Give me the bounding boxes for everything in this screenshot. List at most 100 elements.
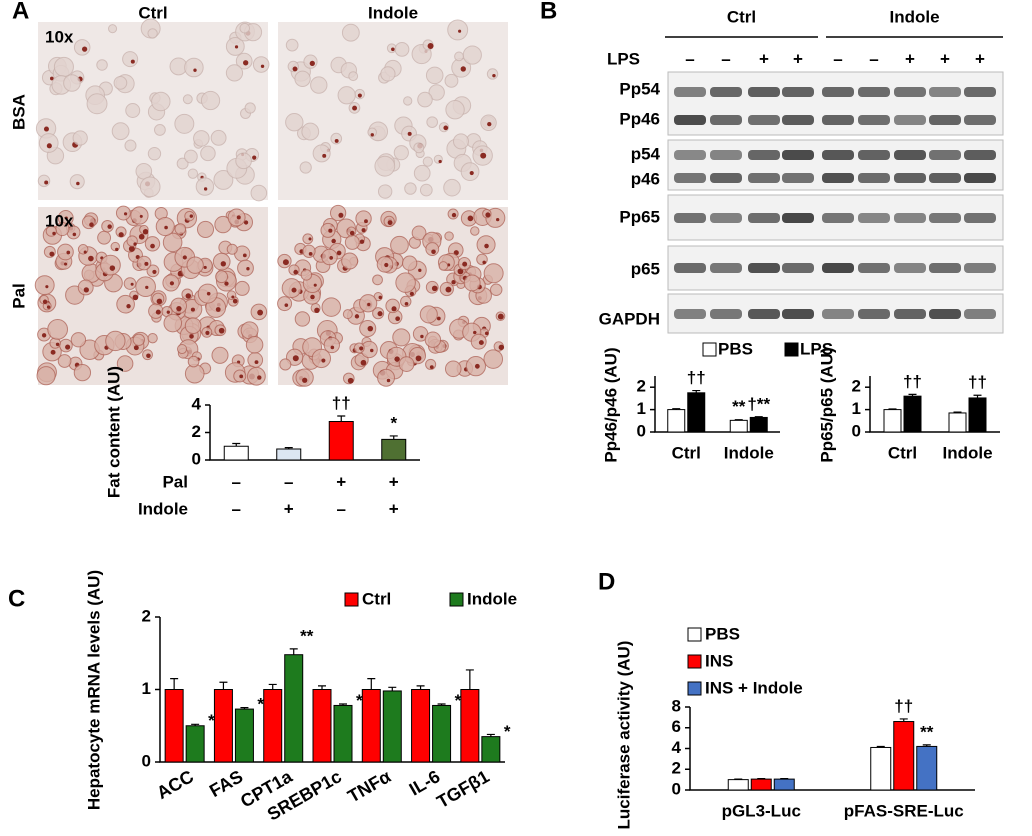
droplet [146, 353, 151, 358]
droplet [458, 29, 462, 33]
significance: †† [687, 368, 706, 387]
cell [285, 113, 304, 132]
droplet [203, 187, 208, 191]
droplet [246, 267, 250, 271]
cell [403, 96, 413, 106]
blot-band [929, 309, 961, 319]
error-bar [734, 778, 743, 780]
cell [400, 295, 412, 308]
y-axis-label: Pp65/p65 (AU) [817, 347, 836, 462]
bar [893, 721, 915, 791]
droplet [329, 256, 334, 260]
blot-band [782, 150, 814, 160]
significance: †† [894, 696, 913, 715]
droplet [254, 360, 259, 365]
droplet [45, 285, 49, 289]
droplet [331, 238, 336, 244]
droplet [451, 212, 457, 218]
droplet [436, 316, 441, 321]
condition-sign: – [337, 499, 346, 518]
cell [215, 270, 229, 284]
cell [348, 71, 359, 82]
y-tick-label: 0 [142, 751, 151, 770]
blot-band [710, 87, 742, 97]
droplet [156, 298, 163, 304]
droplet [169, 281, 175, 286]
cell [411, 225, 427, 241]
droplet [164, 225, 168, 230]
cell [154, 124, 166, 136]
cell [398, 356, 415, 372]
bar [312, 689, 332, 763]
droplet [378, 295, 383, 300]
droplet [480, 152, 487, 159]
significance: †† [968, 373, 987, 392]
cell [187, 168, 199, 179]
bar [432, 704, 452, 763]
y-tick-label: 2 [142, 606, 151, 625]
cell [299, 161, 312, 174]
cell [454, 51, 464, 62]
droplet [239, 374, 244, 379]
error-bar [389, 435, 398, 440]
error-bar [734, 419, 743, 421]
blot-band [674, 173, 706, 183]
droplet [166, 310, 170, 314]
droplet [482, 260, 486, 265]
error-bar [289, 648, 298, 655]
column-label: Ctrl [138, 3, 167, 22]
cell [320, 222, 336, 238]
droplet [130, 282, 134, 286]
droplet [64, 216, 68, 220]
cell [413, 142, 425, 154]
cell [193, 130, 210, 147]
cell [235, 152, 252, 170]
cell [53, 56, 74, 77]
legend-label: Ctrl [362, 589, 391, 608]
error-bar [899, 718, 908, 722]
cell [355, 210, 372, 227]
cell [470, 333, 487, 350]
droplet [42, 299, 48, 305]
error-bar [318, 685, 326, 690]
blot-band [858, 173, 890, 183]
group-label: Indole [889, 7, 939, 26]
cell [125, 103, 141, 118]
cell [43, 245, 56, 258]
cell [139, 176, 161, 198]
droplet [130, 59, 135, 64]
droplet [484, 243, 489, 249]
cell [462, 45, 482, 65]
panel-label: C [8, 585, 25, 612]
significance: * [390, 413, 397, 432]
droplet [492, 73, 496, 78]
cell [115, 205, 131, 221]
blot-band [748, 309, 780, 319]
cell [176, 157, 189, 170]
bar [333, 704, 353, 763]
droplet [260, 64, 265, 69]
droplet [293, 269, 299, 275]
legend-swatch [449, 592, 464, 607]
cell [250, 184, 268, 202]
legend-label: Indole [467, 589, 517, 608]
cell [234, 280, 250, 296]
cell [323, 336, 340, 354]
cell [183, 149, 198, 164]
cell [247, 352, 264, 368]
cell [148, 303, 164, 319]
droplet [72, 232, 77, 237]
droplet [367, 302, 371, 307]
cell [444, 73, 459, 88]
droplet [155, 309, 161, 315]
blot-band [674, 87, 706, 97]
cell [63, 74, 81, 92]
cell [57, 243, 74, 261]
droplet [49, 251, 55, 257]
droplet [133, 242, 137, 246]
bar [263, 689, 283, 763]
bar [916, 745, 938, 791]
cell [377, 368, 395, 387]
blot-band [748, 87, 780, 97]
